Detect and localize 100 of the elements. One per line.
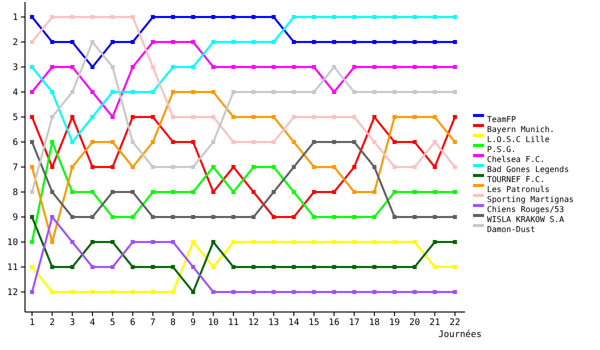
point [191, 140, 196, 144]
point [150, 115, 155, 119]
point [332, 215, 336, 219]
point [412, 240, 417, 244]
point [352, 215, 356, 219]
point [392, 40, 397, 44]
point [272, 15, 276, 19]
point [30, 190, 34, 194]
point [292, 190, 296, 194]
point [50, 15, 54, 19]
x-tick-label: 19 [389, 318, 400, 328]
point [252, 190, 256, 194]
point [191, 240, 196, 244]
point [171, 15, 176, 19]
point [352, 65, 356, 69]
point [171, 40, 176, 44]
point [211, 65, 216, 69]
point [30, 240, 34, 244]
point [110, 240, 115, 244]
point [252, 15, 256, 19]
point [412, 190, 417, 194]
point [90, 165, 94, 169]
point [90, 40, 94, 44]
point [372, 190, 376, 194]
point [312, 115, 316, 119]
point [70, 265, 74, 269]
point [191, 190, 196, 194]
point [110, 65, 115, 69]
point [292, 65, 296, 69]
point [50, 140, 54, 144]
point [332, 90, 336, 94]
point [110, 265, 115, 269]
point [292, 290, 296, 294]
y-tick-label: 3 [12, 63, 18, 74]
point [312, 265, 316, 269]
x-tick-label: 16 [328, 318, 340, 328]
point [150, 65, 155, 69]
x-tick-label: 15 [308, 318, 320, 328]
point [252, 90, 256, 94]
point [70, 40, 74, 44]
point [392, 215, 397, 219]
point [191, 15, 196, 19]
point [352, 265, 356, 269]
point [452, 265, 457, 269]
point [90, 90, 94, 94]
x-tick-label: 8 [170, 318, 176, 328]
point [30, 165, 34, 169]
x-tick-label: 13 [268, 318, 280, 328]
point [70, 165, 74, 169]
point [412, 215, 417, 219]
point [412, 290, 417, 294]
point [292, 215, 296, 219]
point [90, 65, 94, 69]
point [432, 240, 437, 244]
point [252, 215, 256, 219]
point [171, 65, 176, 69]
point [90, 140, 94, 144]
point [231, 115, 236, 119]
point [30, 265, 34, 269]
y-tick-label: 8 [12, 188, 18, 198]
point [150, 240, 155, 244]
x-tick-label: 5 [110, 318, 116, 328]
point [292, 90, 296, 94]
point [70, 15, 74, 19]
point [231, 240, 236, 244]
legend-label: Chelsea F.C. [487, 155, 545, 164]
point [392, 15, 397, 19]
point [171, 115, 176, 119]
point [272, 265, 276, 269]
point [30, 65, 34, 69]
point [452, 15, 457, 19]
point [130, 40, 135, 44]
point [171, 140, 176, 144]
x-tick-label: 10 [208, 318, 219, 328]
point [412, 40, 417, 44]
legend-label: Bayern Munich. [487, 125, 554, 134]
point [392, 265, 397, 269]
point [412, 90, 417, 94]
point [252, 40, 256, 44]
point [50, 215, 54, 219]
point [130, 90, 135, 94]
point [191, 290, 196, 294]
point [50, 90, 54, 94]
point [352, 165, 356, 169]
point [332, 115, 336, 119]
point [252, 140, 256, 144]
point [332, 165, 336, 169]
point [171, 265, 176, 269]
point [30, 15, 34, 19]
point [312, 165, 316, 169]
point [90, 115, 94, 119]
legend-label: P.S.G. [487, 145, 516, 154]
point [452, 140, 457, 144]
point [90, 15, 94, 19]
x-tick-label: 3 [70, 318, 76, 328]
point [272, 165, 276, 169]
legend-label: TOURNEF F.C. [487, 175, 545, 184]
point [231, 15, 236, 19]
point [231, 190, 236, 194]
point [150, 40, 155, 44]
